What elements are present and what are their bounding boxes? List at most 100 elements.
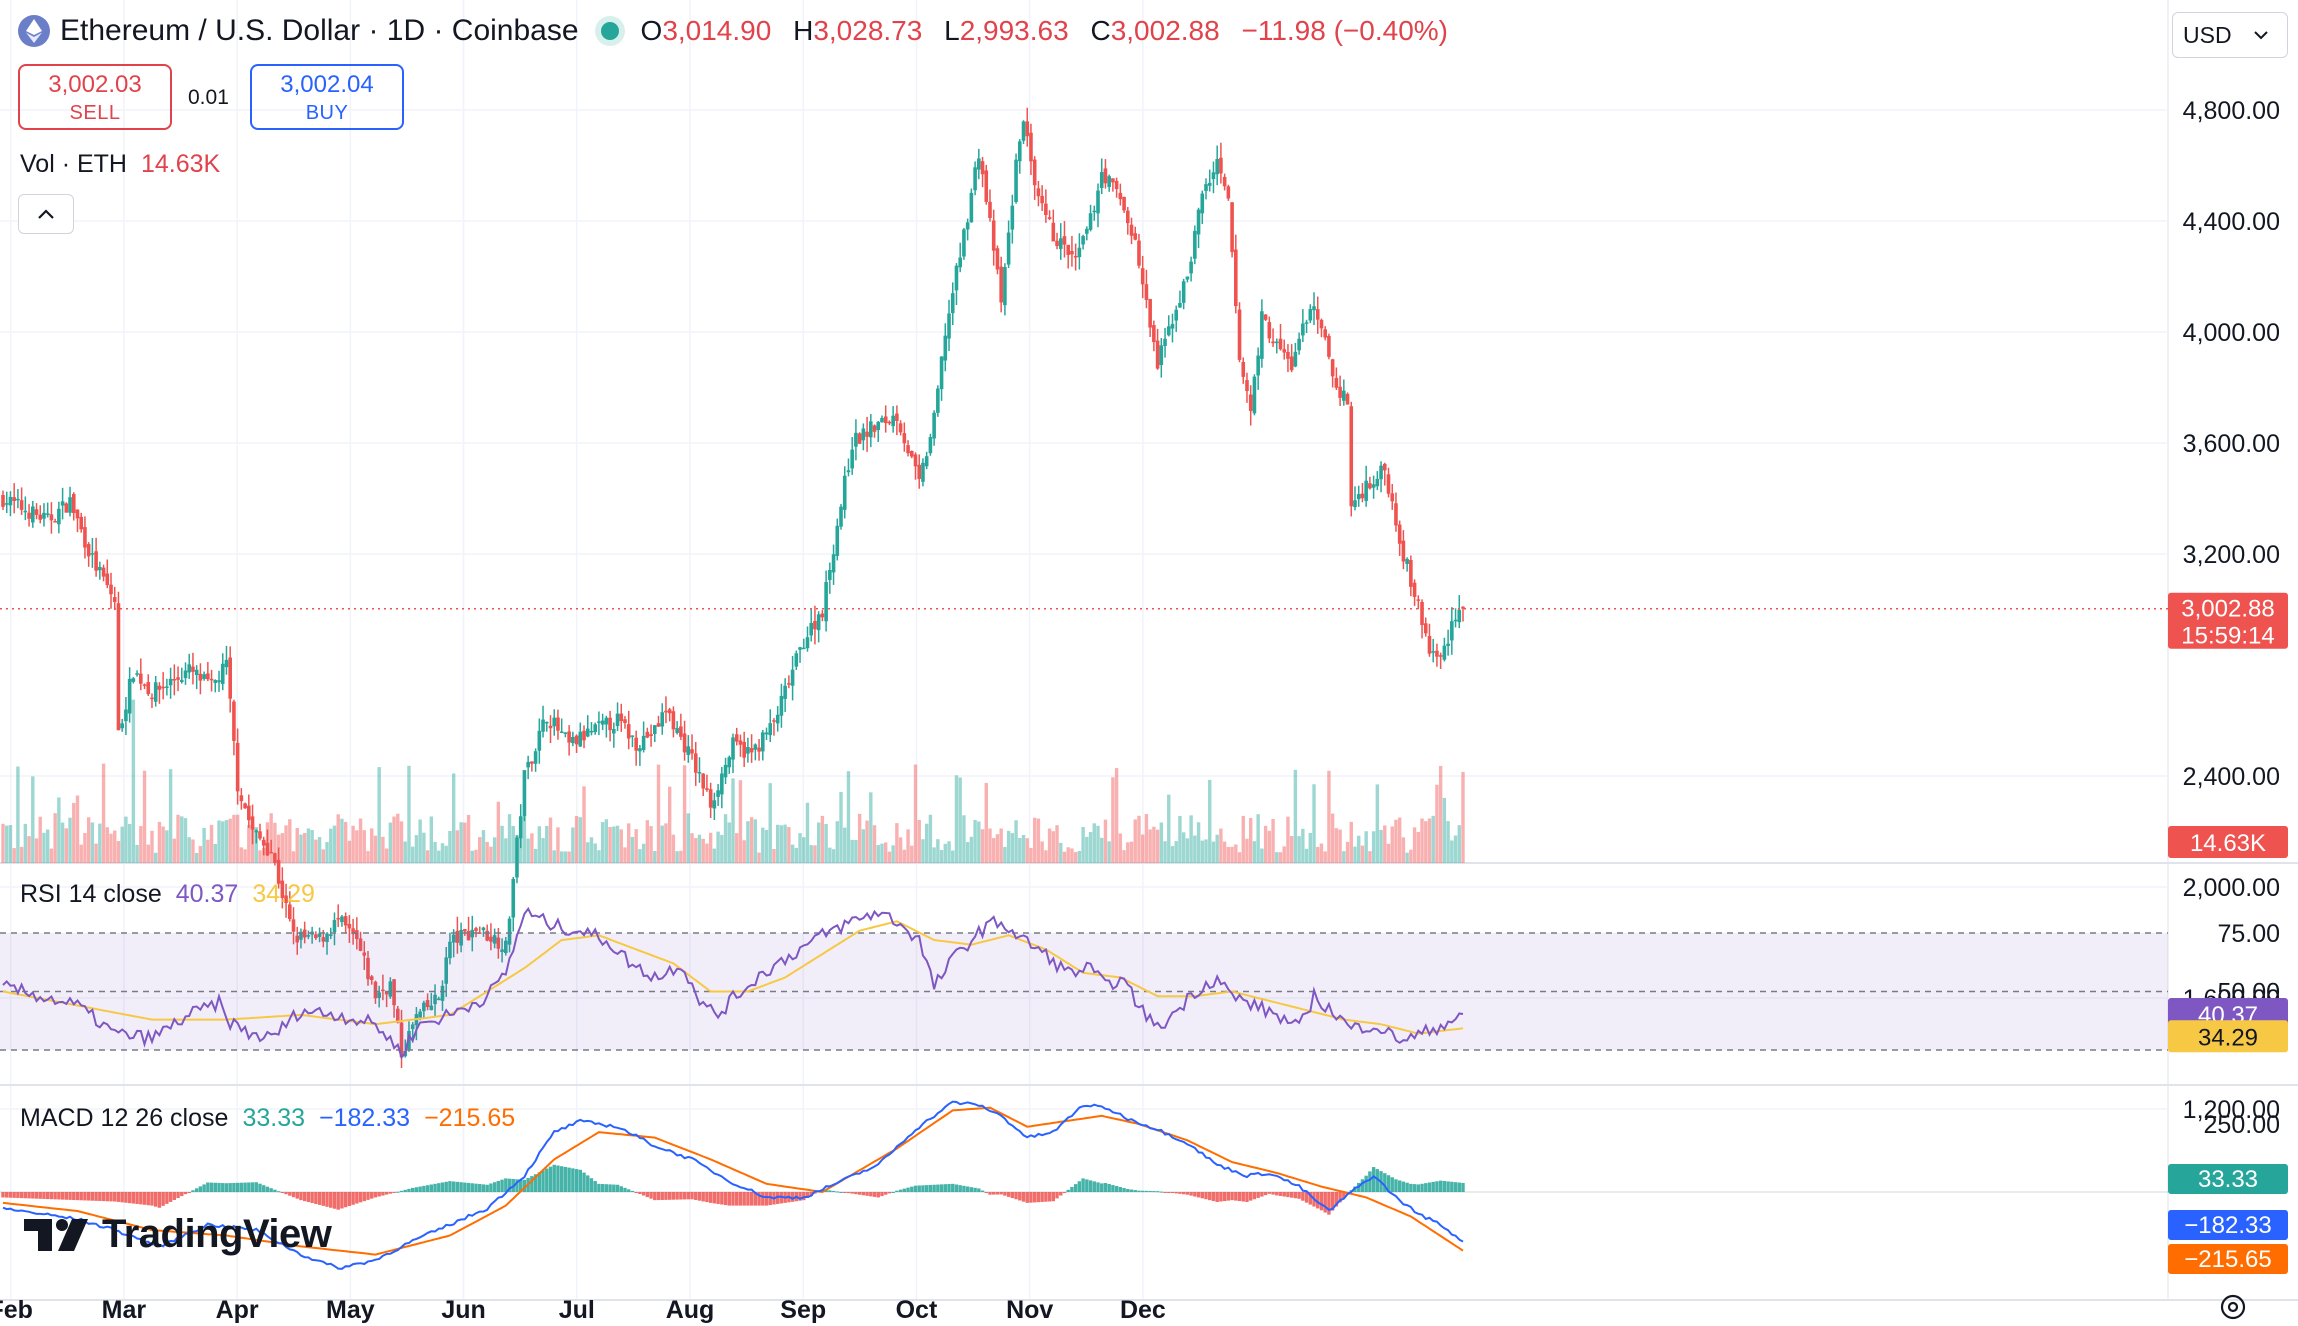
macd-hist-bar [1103, 1183, 1108, 1192]
rsi-tick-label: 75.00 [2217, 920, 2280, 948]
macd-hist-bar [768, 1192, 772, 1206]
candle-body [1282, 349, 1287, 353]
volume-bar [1114, 768, 1119, 863]
sell-button[interactable]: 3,002.03 SELL [18, 64, 172, 130]
volume-bar [1021, 834, 1026, 863]
candle-body [585, 728, 590, 737]
currency-select[interactable]: USD [2172, 12, 2288, 58]
candle-body [1327, 335, 1331, 357]
volume-bar [183, 818, 188, 863]
macd-hist-bar [83, 1192, 87, 1201]
candle-body [347, 923, 352, 929]
volume-bar [16, 766, 20, 863]
macd-hist-bar [1304, 1192, 1309, 1203]
volume-bar [250, 824, 255, 863]
volume-bar [1353, 846, 1357, 863]
volume-bar [1148, 829, 1152, 863]
macd-hist-bar [660, 1192, 664, 1200]
candle-body [1085, 228, 1089, 234]
candle-body [947, 313, 951, 339]
macd-hist-bar [556, 1165, 560, 1192]
candle-body [872, 425, 877, 432]
buy-button[interactable]: 3,002.04 BUY [250, 64, 404, 130]
volume-bar [396, 813, 400, 863]
candle-body [165, 686, 169, 688]
tradingview-logo[interactable]: TradingView [24, 1212, 332, 1257]
volume-bar [869, 792, 873, 863]
volume-bar [898, 837, 903, 863]
macd-legend[interactable]: MACD 12 26 close 33.33 −182.33 −215.65 [20, 1104, 515, 1133]
macd-hist-bar [388, 1192, 393, 1194]
volume-bar [1032, 817, 1037, 863]
macd-hist-bar [1308, 1192, 1312, 1205]
volume-bar [891, 845, 895, 863]
candle-body [1412, 582, 1417, 597]
volume-bar [1386, 843, 1391, 863]
macd-hist-bar [675, 1192, 679, 1200]
candle-body [194, 669, 199, 676]
volume-bar [731, 778, 735, 863]
volume-bar [410, 846, 415, 863]
macd-hist-bar [131, 1192, 136, 1204]
volume-bar [276, 834, 281, 863]
currency-label: USD [2183, 21, 2232, 48]
macd-hist-bar [86, 1192, 91, 1201]
candle-body [261, 839, 266, 846]
volume-bar [1256, 814, 1260, 863]
candle-body [172, 679, 177, 681]
macd-hist-bar [57, 1192, 61, 1200]
collapse-legend-button[interactable] [18, 194, 74, 234]
macd-hist-bar [850, 1192, 854, 1194]
volume-bar [533, 848, 538, 863]
volume-bar [924, 823, 929, 863]
macd-hist-bar [567, 1167, 571, 1192]
rsi-legend[interactable]: RSI 14 close 40.37 34.29 [20, 880, 315, 909]
volume-bar [973, 819, 977, 863]
volume-bar [1304, 848, 1309, 863]
volume-bar [1144, 814, 1149, 863]
macd-hist-bar [414, 1187, 419, 1192]
macd-hist-bar [857, 1192, 862, 1195]
macd-hist-bar [586, 1175, 590, 1192]
candle-body [515, 837, 519, 878]
candle-body [23, 510, 28, 513]
volume-bar [113, 830, 117, 863]
candle-body [589, 730, 594, 733]
volume-bar [1383, 825, 1387, 863]
candle-body [537, 730, 542, 751]
candle-body [936, 388, 940, 413]
macd-hist-bar [843, 1192, 847, 1193]
macd-hist-bar [928, 1184, 933, 1192]
volume-bar [641, 843, 646, 863]
volume-bar [1450, 840, 1454, 863]
macd-hist-bar [410, 1187, 415, 1192]
macd-hist-bar [645, 1192, 650, 1198]
volume-bar [1222, 841, 1227, 863]
macd-hist-bar [1234, 1192, 1238, 1201]
candle-body [1289, 356, 1294, 371]
settings-gear-icon[interactable] [2218, 1292, 2248, 1322]
volume-legend[interactable]: Vol · ETH 14.63K [20, 150, 220, 179]
macd-hist-bar [1077, 1181, 1082, 1192]
macd-hist-bar [370, 1192, 374, 1199]
macd-hist-bar [202, 1184, 206, 1192]
macd-hist-bar [94, 1192, 98, 1201]
volume-bar [94, 843, 98, 863]
volume-bar [1126, 842, 1130, 863]
macd-hist-bar [1371, 1167, 1376, 1192]
volume-bar [749, 817, 754, 863]
volume-bar [645, 820, 650, 863]
macd-hist-bar [1442, 1181, 1447, 1192]
macd-hist-bar [634, 1192, 638, 1193]
volume-bar [850, 839, 854, 863]
symbol-title[interactable]: Ethereum / U.S. Dollar · 1D · Coinbase [60, 14, 579, 47]
candle-body [45, 513, 50, 515]
volume-bar [813, 845, 817, 863]
candle-body [1036, 188, 1041, 197]
macd-hist-bar [1092, 1181, 1096, 1192]
macd-hist-bar [45, 1192, 50, 1200]
macd-hist-bar [519, 1179, 523, 1192]
macd-hist-bar [154, 1192, 158, 1207]
volume-bar [448, 830, 452, 863]
